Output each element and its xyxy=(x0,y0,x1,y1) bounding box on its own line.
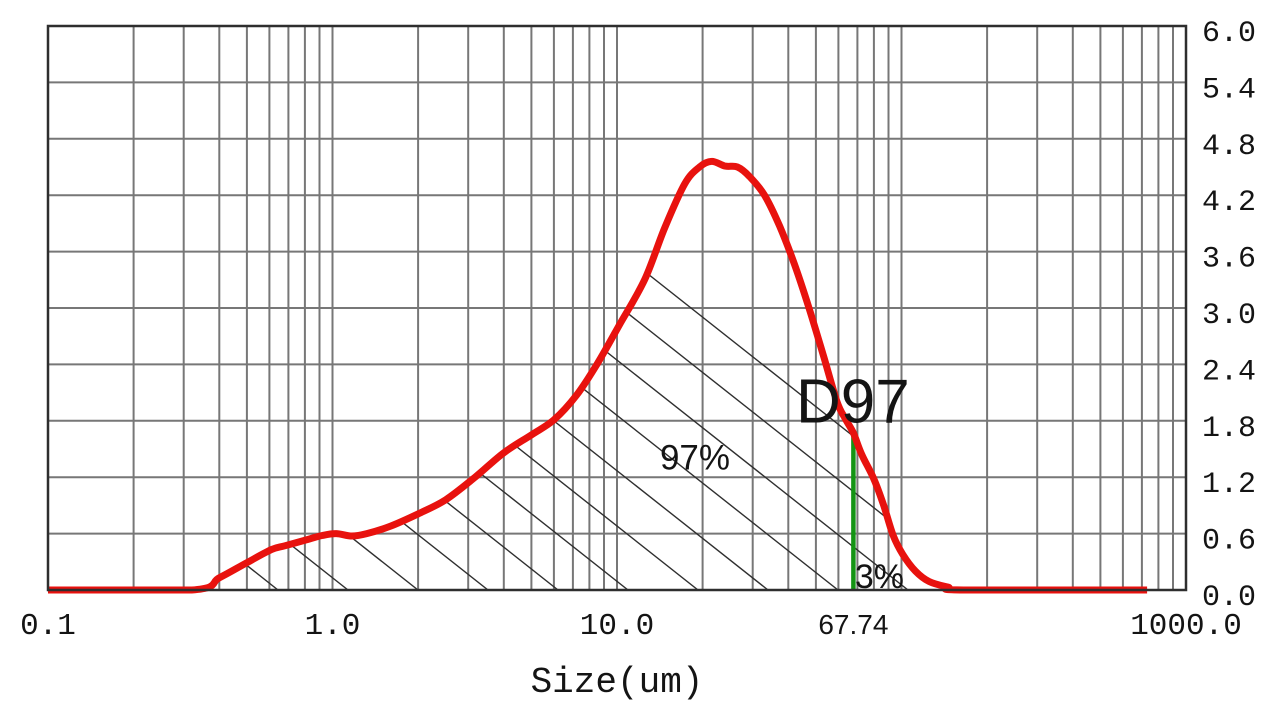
plot-border xyxy=(46,24,1188,592)
x-tick-label-10.0: 10.0 xyxy=(580,609,654,644)
y-tick-label-0.0: 0.0 xyxy=(1202,581,1256,615)
annotation-d97-title: D97 xyxy=(796,368,910,437)
y-tick-label-5.4: 5.4 xyxy=(1202,73,1256,107)
y-tick-label-4.2: 4.2 xyxy=(1202,186,1256,220)
annotation-percent-right: 3% xyxy=(855,558,904,596)
y-tick-label-1.2: 1.2 xyxy=(1202,468,1256,502)
y-tick-label-2.4: 2.4 xyxy=(1202,355,1256,389)
y-tick-label-0.6: 0.6 xyxy=(1202,525,1256,559)
y-tick-label-6.0: 6.0 xyxy=(1202,17,1256,51)
y-tick-label-3.6: 3.6 xyxy=(1202,243,1256,277)
y-tick-label-4.8: 4.8 xyxy=(1202,130,1256,164)
grid-lines xyxy=(47,25,1187,591)
x-tick-label-1000.0: 1000.0 xyxy=(1130,609,1242,644)
annotation-percent-left: 97% xyxy=(660,439,730,478)
x-axis-title: Size(um) xyxy=(531,662,704,703)
x-tick-label-1.0: 1.0 xyxy=(305,609,361,644)
x-tick-label-0.1: 0.1 xyxy=(20,609,76,644)
y-tick-label-3.0: 3.0 xyxy=(1202,299,1256,333)
x-tick-label-67.74: 67.74 xyxy=(818,609,888,640)
distribution-curve xyxy=(48,157,1148,594)
y-tick-label-1.8: 1.8 xyxy=(1202,412,1256,446)
